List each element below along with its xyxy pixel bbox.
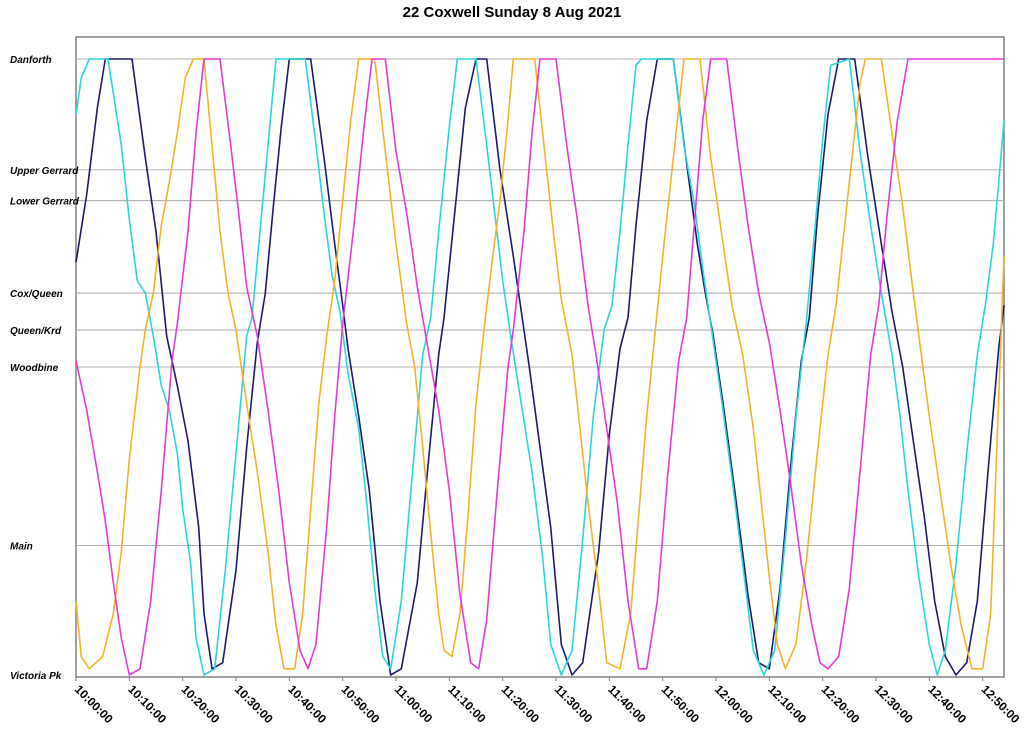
x-tick-label: 11:50:00 (659, 682, 703, 726)
x-axis-labels: 10:00:00 10:10:00 10:20:00 10:30:00 10:40:00… (72, 677, 1023, 726)
x-tick-label: 10:40:00 (285, 682, 329, 726)
y-tick-label: Cox/Queen (10, 289, 63, 300)
y-tick-label: Victoria Pk (10, 671, 62, 682)
x-tick-label: 11:20:00 (499, 682, 543, 726)
series-line (75, 58, 1004, 676)
series-line (75, 58, 1005, 670)
x-tick-label: 11:40:00 (605, 682, 649, 726)
x-tick-label: 10:00:00 (72, 682, 116, 726)
x-tick-label: 10:50:00 (339, 682, 383, 726)
y-tick-label: Queen/Krd (10, 326, 62, 337)
chart-title: 22 Coxwell Sunday 8 Aug 2021 (402, 4, 622, 21)
x-tick-label: 12:00:00 (712, 682, 756, 726)
series-group (75, 58, 1005, 676)
x-tick-label: 11:30:00 (552, 682, 596, 726)
x-tick-label: 11:00:00 (392, 682, 436, 726)
series-line (75, 58, 1005, 676)
x-tick-label: 12:50:00 (979, 682, 1023, 726)
x-tick-label: 11:10:00 (445, 682, 489, 726)
x-tick-label: 12:20:00 (819, 682, 863, 726)
y-tick-label: Lower Gerrard (10, 197, 80, 208)
y-axis-labels: Danforth Upper Gerrard Lower Gerrard Cox/Qu… (10, 55, 80, 682)
y-tick-label: Main (10, 542, 33, 553)
y-tick-label: Danforth (10, 55, 52, 66)
x-tick-label: 12:10:00 (765, 682, 809, 726)
x-tick-label: 10:20:00 (179, 682, 223, 726)
x-tick-label: 10:30:00 (232, 682, 276, 726)
x-tick-label: 12:30:00 (872, 682, 916, 726)
y-tick-label: Woodbine (10, 363, 59, 374)
x-tick-label: 12:40:00 (925, 682, 969, 726)
x-tick-label: 10:10:00 (125, 682, 169, 726)
y-tick-label: Upper Gerrard (10, 166, 79, 177)
